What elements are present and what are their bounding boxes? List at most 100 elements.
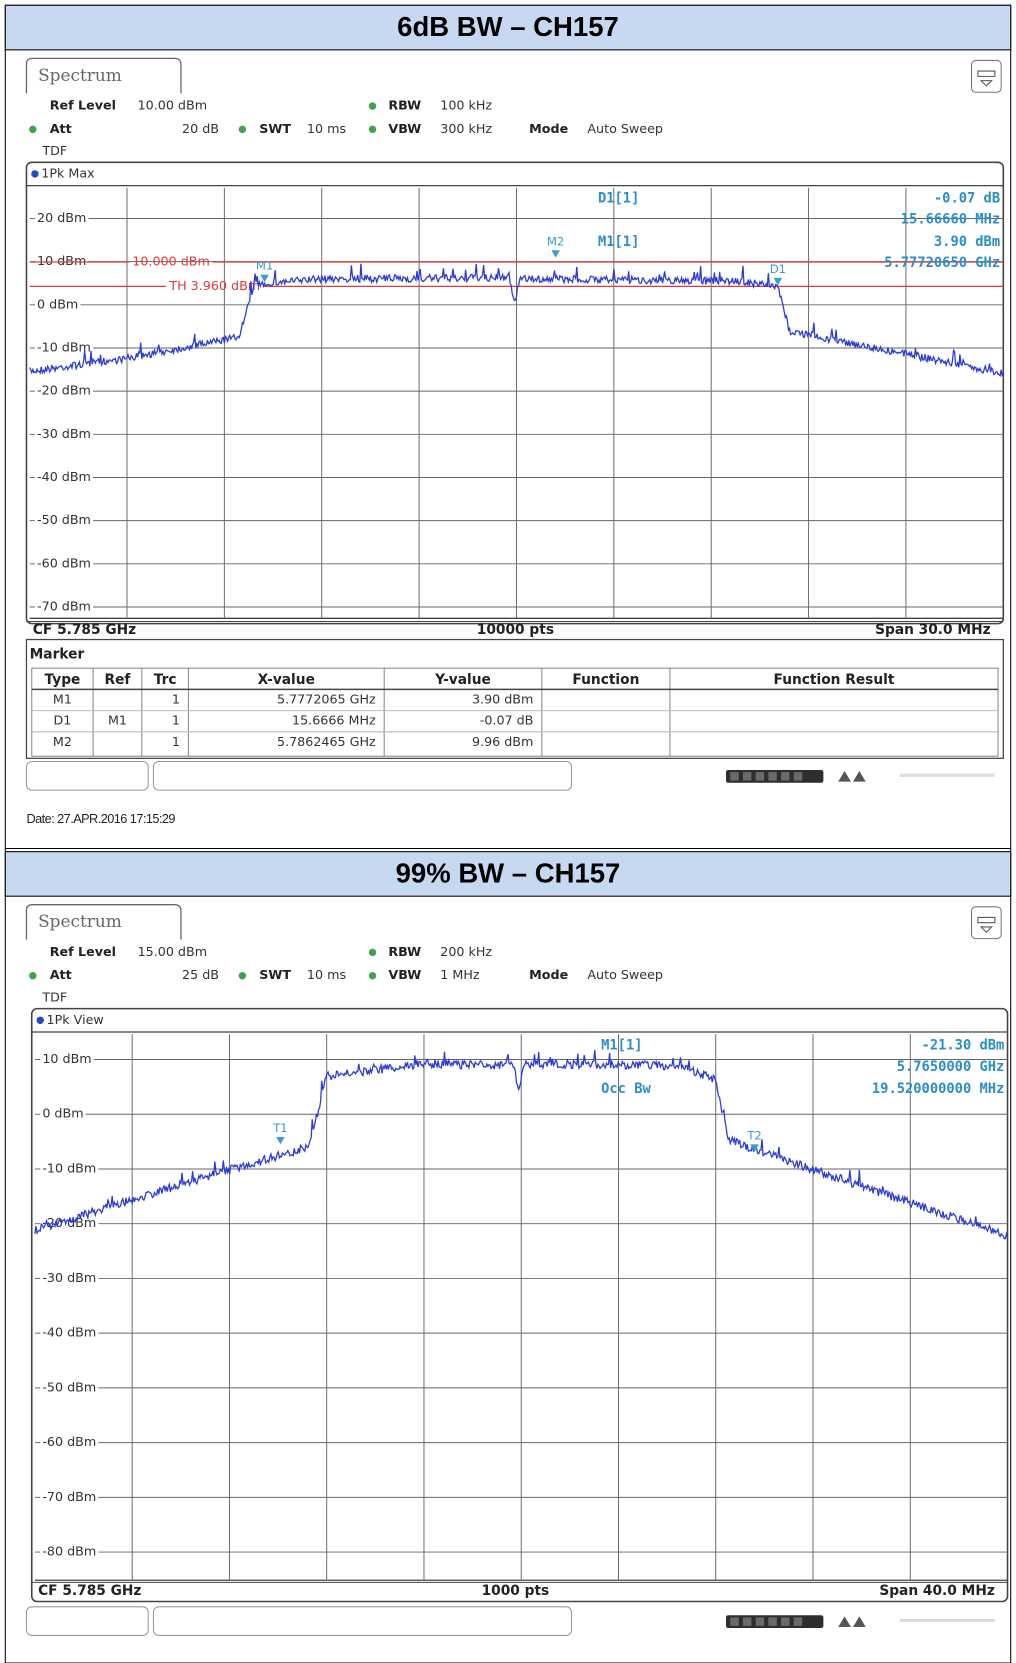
setting-label: SWT — [259, 967, 291, 982]
status-dot — [238, 125, 247, 134]
menu-icon-glyph — [977, 70, 996, 87]
limit-label: TH 3.960 dBm — [168, 278, 260, 293]
setting-value: 10.00 dBm — [138, 98, 207, 113]
setting-value: 300 kHz — [440, 121, 492, 136]
readout-value: 19.520000000 MHz — [872, 1081, 1004, 1097]
readout-value: 5.7650000 GHz — [897, 1059, 1005, 1075]
y-tick-label: 10 dBm — [42, 1051, 91, 1066]
marker-triangle — [276, 1136, 285, 1145]
readout-value: -21.30 dBm — [922, 1038, 1005, 1054]
status-dot — [36, 1016, 44, 1024]
table-header: Function Result — [773, 672, 894, 688]
progress-segment — [730, 1617, 739, 1626]
plot-frame — [25, 161, 1005, 625]
marker-label: T2 — [746, 1128, 762, 1142]
setting-value: TDF — [41, 990, 67, 1005]
marker-table-frame — [25, 638, 1004, 759]
table-header: Trc — [154, 672, 177, 688]
status-dot — [29, 972, 37, 980]
spectrum-trace — [34, 1050, 1009, 1240]
marker-table-grid — [31, 667, 999, 757]
progress-segment — [768, 772, 777, 781]
panel-heading: 99% BW – CH157 — [396, 857, 621, 888]
progress-segment — [793, 1617, 803, 1626]
table-cell: 1 — [172, 691, 180, 706]
setting-label: VBW — [388, 967, 421, 982]
y-tick-label: -10 dBm — [37, 339, 91, 354]
progress-segment — [730, 772, 739, 781]
readout-label: M1[1] — [601, 1038, 642, 1054]
tab-label: Spectrum — [38, 911, 122, 931]
y-tick-label: -80 dBm — [42, 1544, 96, 1559]
heading-bar — [4, 851, 1012, 897]
tab-label: Spectrum — [38, 65, 122, 85]
readout-value: 3.90 dBm — [934, 234, 1000, 250]
y-tick-label: -70 dBm — [42, 1489, 96, 1504]
y-tick-label: -20 dBm — [37, 383, 91, 398]
table-header: Y-value — [434, 672, 491, 688]
footer-center-freq: CF 5.785 GHz — [38, 1583, 141, 1599]
marker-label: T1 — [272, 1121, 288, 1135]
progress-segment — [742, 1617, 752, 1626]
y-tick-label: -30 dBm — [37, 426, 91, 441]
heading-bar — [4, 4, 1012, 51]
y-tick-label: -50 dBm — [42, 1379, 96, 1394]
table-cell: 3.90 dBm — [472, 691, 533, 706]
readout-label: Occ Bw — [601, 1081, 651, 1097]
setting-label: VBW — [388, 121, 421, 136]
setting-label: Att — [50, 967, 72, 982]
table-cell: 1 — [172, 713, 180, 728]
setting-label: Ref Level — [50, 944, 116, 959]
y-tick-label: 20 dBm — [37, 210, 86, 225]
progress-segment — [781, 772, 790, 781]
marker-label: D1 — [770, 262, 786, 276]
y-tick-label: -70 dBm — [37, 598, 91, 613]
table-cell: M1 — [53, 691, 72, 706]
progress-segment — [781, 1617, 790, 1626]
marker-table-title: Marker — [30, 646, 85, 662]
limit-label: 10.000 dBm — [132, 253, 210, 268]
readout-value: 5.77720650 GHz — [884, 255, 1000, 271]
status-dot — [29, 125, 37, 134]
marker-triangle — [551, 250, 560, 258]
y-tick-label: -60 dBm — [42, 1434, 96, 1449]
status-icon — [838, 1616, 866, 1627]
marker-triangle — [750, 1144, 759, 1152]
setting-value: 100 kHz — [440, 98, 492, 113]
marker-label: M1 — [256, 259, 273, 273]
footer-span: Span 40.0 MHz — [879, 1583, 995, 1599]
setting-value: 10 ms — [307, 121, 346, 136]
y-tick-label: -50 dBm — [37, 512, 91, 527]
table-cell: M1 — [108, 713, 127, 728]
status-icon — [838, 771, 866, 782]
setting-value: 15.00 dBm — [138, 944, 207, 959]
setting-label: Mode — [529, 967, 568, 982]
trace-label: 1Pk Max — [41, 165, 95, 180]
footer-points: 1000 pts — [482, 1583, 550, 1599]
progress-segment — [755, 772, 765, 781]
status-dot — [31, 170, 39, 178]
y-tick-label: -60 dBm — [37, 555, 91, 570]
setting-label: SWT — [259, 121, 291, 136]
table-header: Type — [44, 672, 80, 688]
setting-label: Mode — [529, 121, 568, 136]
status-dot — [368, 948, 377, 957]
marker-triangle — [260, 274, 269, 283]
table-header: X-value — [258, 672, 315, 688]
table-header: Function — [572, 672, 639, 688]
setting-value: 200 kHz — [440, 944, 492, 959]
setting-value: TDF — [41, 143, 67, 158]
menu-icon-glyph — [977, 916, 996, 934]
setting-value: 25 dB — [182, 967, 219, 982]
progress-segment — [755, 1617, 765, 1626]
status-box — [25, 1606, 149, 1636]
readout-value: -0.07 dB — [934, 190, 1000, 206]
spectrum-tab — [25, 904, 182, 940]
progress-segment — [793, 772, 803, 781]
trace-label: 1Pk View — [47, 1012, 104, 1027]
table-cell: M2 — [53, 734, 72, 749]
table-header: Ref — [105, 672, 132, 688]
status-box — [152, 1606, 573, 1636]
table-cell: 15.6666 MHz — [292, 713, 376, 728]
